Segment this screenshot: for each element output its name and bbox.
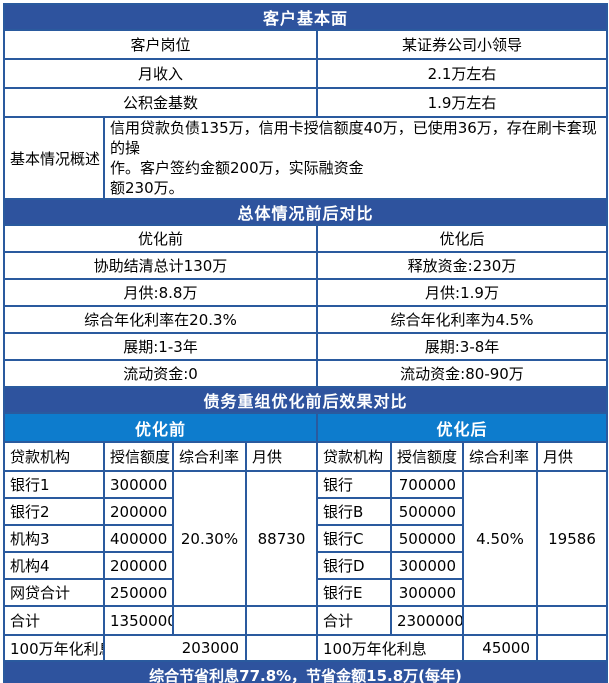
column-header-rate: 综合利率 xyxy=(462,441,538,472)
loan-row: 机构3 400000 银行C 500000 xyxy=(3,524,607,553)
comparison-before-cell: 流动资金:0 xyxy=(3,359,318,388)
credit-amount: 200000 xyxy=(103,551,174,580)
loan-row: 机构4 200000 银行D 300000 xyxy=(3,551,607,580)
institution-name: 银行D xyxy=(316,551,392,580)
field-value-fund: 1.9万左右 xyxy=(315,87,609,118)
total-amount: 2300000 xyxy=(390,605,464,636)
credit-amount: 400000 xyxy=(103,524,174,553)
column-header-institution: 贷款机构 xyxy=(316,441,392,472)
institution-name: 银行B xyxy=(316,497,392,526)
field-value-position: 某证券公司小领导 xyxy=(315,29,609,60)
comparison-after-cell: 释放资金:230万 xyxy=(315,251,609,280)
column-header-payment: 月供 xyxy=(535,441,609,472)
institution-name: 网贷合计 xyxy=(3,578,105,607)
section3-header-row: 债务重组优化前后效果对比 xyxy=(2,386,609,414)
monthly-payment-after: 19586 xyxy=(535,470,609,607)
institution-name: 银行2 xyxy=(3,497,105,526)
total-label: 合计 xyxy=(3,605,105,636)
credit-amount: 200000 xyxy=(103,497,174,526)
overview-text: 信用贷款负债135万，信用卡授信额度40万，已使用36万，存在刷卡套现的操 作。… xyxy=(102,116,609,200)
combined-rate-after: 4.50% xyxy=(462,470,538,607)
comparison-row: 月供:8.8万 月供:1.9万 xyxy=(3,278,609,307)
loan-row: 网贷合计 250000 银行E 300000 xyxy=(3,578,607,607)
credit-amount: 700000 xyxy=(390,470,464,499)
field-value-income: 2.1万左右 xyxy=(315,58,609,89)
interest-amount: 45000 xyxy=(462,634,538,662)
section3-title: 债务重组优化前后效果对比 xyxy=(2,386,609,414)
summary-footer-text: 综合节省利息77.8%，节省金额15.8万(每年) xyxy=(2,660,609,683)
field-label-position: 客户岗位 xyxy=(3,29,318,60)
column-header-row: 贷款机构 授信额度 综合利率 月供 贷款机构 授信额度 综合利率 月供 xyxy=(3,441,609,472)
field-label-income: 月收入 xyxy=(3,58,318,89)
column-header-rate: 综合利率 xyxy=(172,441,247,472)
comparison-before-cell: 协助结清总计130万 xyxy=(3,251,318,280)
comparison-after-cell: 展期:3-8年 xyxy=(315,332,609,361)
monthly-payment-before: 88730 xyxy=(245,470,318,607)
section1-header-row: 客户基本面 xyxy=(2,3,609,31)
client-position-row: 客户岗位 某证券公司小领导 xyxy=(3,29,609,60)
before-header: 优化前 xyxy=(3,224,318,253)
combined-rate-before: 20.30% xyxy=(172,470,247,607)
credit-amount: 500000 xyxy=(390,524,464,553)
credit-amount: 250000 xyxy=(103,578,174,607)
total-row: 合计 1350000 合计 2300000 xyxy=(3,605,609,636)
interest-label: 100万年化利息 xyxy=(3,634,105,662)
after-header: 优化后 xyxy=(315,224,609,253)
comparison-row: 展期:1-3年 展期:3-8年 xyxy=(3,332,609,361)
column-header-payment: 月供 xyxy=(245,441,318,472)
column-header-credit: 授信额度 xyxy=(103,441,174,472)
summary-footer-row: 综合节省利息77.8%，节省金额15.8万(每年) xyxy=(2,660,609,683)
empty-cell xyxy=(462,605,538,636)
comparison-header-row: 优化前 优化后 xyxy=(3,224,609,253)
provident-fund-row: 公积金基数 1.9万左右 xyxy=(3,87,609,118)
debt-report-table: 客户基本面 客户岗位 某证券公司小领导 月收入 2.1万左右 公积金基数 1.9… xyxy=(2,3,609,683)
overview-label: 基本情况概述 xyxy=(3,116,105,200)
section2-header-row: 总体情况前后对比 xyxy=(2,198,609,226)
empty-cell xyxy=(172,605,247,636)
comparison-after-cell: 综合年化利率为4.5% xyxy=(315,305,609,334)
comparison-before-cell: 展期:1-3年 xyxy=(3,332,318,361)
total-label: 合计 xyxy=(316,605,392,636)
institution-name: 机构4 xyxy=(3,551,105,580)
field-label-fund: 公积金基数 xyxy=(3,87,318,118)
credit-amount: 300000 xyxy=(103,470,174,499)
column-header-credit: 授信额度 xyxy=(390,441,464,472)
total-amount: 1350000 xyxy=(103,605,174,636)
section3-subheader-row: 优化前 优化后 xyxy=(3,412,609,443)
empty-cell xyxy=(245,634,318,662)
section1-title: 客户基本面 xyxy=(2,3,609,31)
monthly-income-row: 月收入 2.1万左右 xyxy=(3,58,609,89)
column-header-institution: 贷款机构 xyxy=(3,441,105,472)
institution-name: 银行C xyxy=(316,524,392,553)
loan-row: 银行2 200000 银行B 500000 xyxy=(3,497,607,526)
comparison-after-cell: 流动资金:80-90万 xyxy=(315,359,609,388)
credit-amount: 500000 xyxy=(390,497,464,526)
interest-amount: 203000 xyxy=(103,634,247,662)
institution-name: 机构3 xyxy=(3,524,105,553)
institution-name: 银行E xyxy=(316,578,392,607)
credit-amount: 300000 xyxy=(390,578,464,607)
annual-interest-row: 100万年化利息 203000 100万年化利息 45000 xyxy=(3,634,609,662)
empty-cell xyxy=(535,634,609,662)
comparison-after-cell: 月供:1.9万 xyxy=(315,278,609,307)
institution-name: 银行1 xyxy=(3,470,105,499)
comparison-row: 流动资金:0 流动资金:80-90万 xyxy=(3,359,609,388)
credit-amount: 300000 xyxy=(390,551,464,580)
empty-cell xyxy=(535,605,609,636)
comparison-row: 综合年化利率在20.3% 综合年化利率为4.5% xyxy=(3,305,609,334)
overview-row: 基本情况概述 信用贷款负债135万，信用卡授信额度40万，已使用36万，存在刷卡… xyxy=(3,116,609,200)
comparison-before-cell: 月供:8.8万 xyxy=(3,278,318,307)
empty-cell xyxy=(245,605,318,636)
comparison-row: 协助结清总计130万 释放资金:230万 xyxy=(3,251,609,280)
comparison-before-cell: 综合年化利率在20.3% xyxy=(3,305,318,334)
section2-title: 总体情况前后对比 xyxy=(2,198,609,226)
institution-name: 银行 xyxy=(316,470,392,499)
after-label: 优化后 xyxy=(315,412,609,443)
interest-label: 100万年化利息 xyxy=(316,634,464,662)
loan-row: 银行1 300000 20.30% 88730 银行 700000 4.50% … xyxy=(3,470,609,607)
before-label: 优化前 xyxy=(3,412,318,443)
